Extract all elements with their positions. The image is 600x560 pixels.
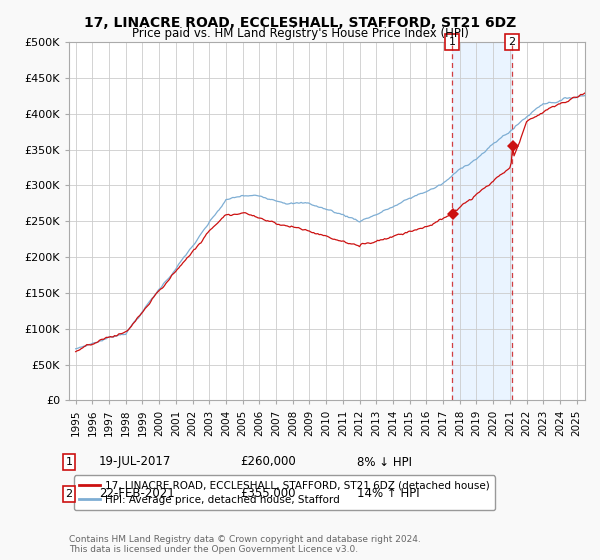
Text: 17, LINACRE ROAD, ECCLESHALL, STAFFORD, ST21 6DZ: 17, LINACRE ROAD, ECCLESHALL, STAFFORD, … [84, 16, 516, 30]
Text: 1: 1 [65, 457, 73, 467]
Text: Price paid vs. HM Land Registry's House Price Index (HPI): Price paid vs. HM Land Registry's House … [131, 27, 469, 40]
Text: 14% ↑ HPI: 14% ↑ HPI [357, 487, 419, 501]
Text: 8% ↓ HPI: 8% ↓ HPI [357, 455, 412, 469]
Text: 22-FEB-2021: 22-FEB-2021 [99, 487, 175, 501]
Bar [452, 42, 512, 400]
Text: 2: 2 [508, 37, 515, 47]
Text: £355,000: £355,000 [240, 487, 296, 501]
Text: 2: 2 [65, 489, 73, 499]
Text: 1: 1 [449, 37, 456, 47]
Legend: 17, LINACRE ROAD, ECCLESHALL, STAFFORD, ST21 6DZ (detached house), HPI: Average : 17, LINACRE ROAD, ECCLESHALL, STAFFORD, … [74, 475, 496, 510]
Text: £260,000: £260,000 [240, 455, 296, 469]
Text: 19-JUL-2017: 19-JUL-2017 [99, 455, 172, 469]
Text: Contains HM Land Registry data © Crown copyright and database right 2024.
This d: Contains HM Land Registry data © Crown c… [69, 535, 421, 554]
